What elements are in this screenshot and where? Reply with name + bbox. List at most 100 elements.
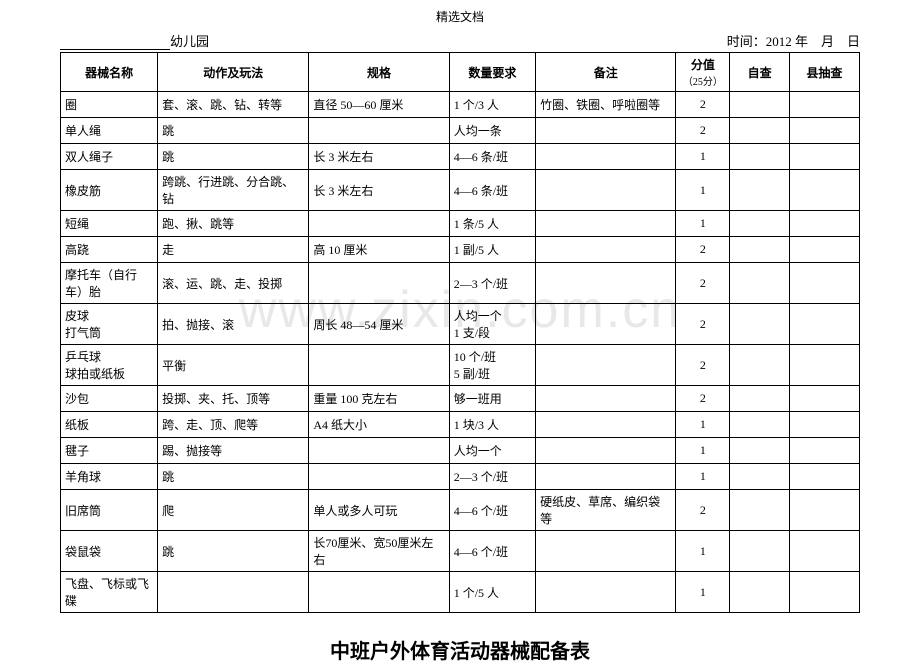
cell-score: 2 [676,118,730,144]
cell-note [536,412,676,438]
table-row: 袋鼠袋跳长70厘米、宽50厘米左右4—6 个/班1 [61,531,860,572]
cell-self [730,464,789,490]
date-label: 时间：2012 年 月 日 [727,31,860,50]
cell-county [789,263,859,304]
cell-note [536,345,676,386]
bottom-title: 中班户外体育活动器械配备表 [0,635,920,664]
cell-self [730,211,789,237]
cell-county [789,572,859,613]
cell-qty: 1 条/5 人 [449,211,535,237]
cell-spec: 重量 100 克左右 [309,386,449,412]
cell-note [536,237,676,263]
cell-self [730,118,789,144]
table-row: 皮球打气筒拍、抛接、滚周长 48—54 厘米人均一个1 支/段2 [61,304,860,345]
table-row: 高跷走高 10 厘米1 副/5 人2 [61,237,860,263]
cell-note [536,531,676,572]
cell-county [789,144,859,170]
cell-county [789,345,859,386]
cell-county [789,118,859,144]
cell-action: 跳 [158,144,309,170]
cell-spec [309,345,449,386]
cell-county [789,386,859,412]
cell-score: 2 [676,92,730,118]
cell-qty: 2—3 个/班 [449,464,535,490]
cell-name: 毽子 [61,438,158,464]
cell-self [730,237,789,263]
table-row: 单人绳跳人均一条2 [61,118,860,144]
cell-score: 2 [676,263,730,304]
header-spec: 规格 [309,53,449,92]
cell-action: 走 [158,237,309,263]
cell-name: 皮球打气筒 [61,304,158,345]
cell-score: 2 [676,386,730,412]
table-row: 毽子踢、抛接等 人均一个 1 [61,438,860,464]
cell-note: 竹圈、铁圈、呼啦圈等 [536,92,676,118]
cell-qty: 2—3 个/班 [449,263,535,304]
cell-qty: 人均一个 [449,438,535,464]
header-score: 分值 （25分） [676,53,730,92]
cell-spec: A4 纸大小 [309,412,449,438]
cell-qty: 4—6 条/班 [449,144,535,170]
cell-action: 跳 [158,118,309,144]
kindergarten-label: 幼儿园 [60,31,209,50]
cell-county [789,304,859,345]
cell-qty: 人均一个1 支/段 [449,304,535,345]
cell-name: 短绳 [61,211,158,237]
cell-spec: 长 3 米左右 [309,144,449,170]
cell-note [536,304,676,345]
cell-score: 1 [676,438,730,464]
header-county: 县抽查 [789,53,859,92]
cell-self [730,438,789,464]
cell-self [730,263,789,304]
cell-note [536,438,676,464]
subheader: 幼儿园 时间：2012 年 月 日 [0,31,920,50]
cell-note [536,386,676,412]
table-row: 短绳跑、揪、跳等1 条/5 人1 [61,211,860,237]
cell-note [536,263,676,304]
table-row: 乒乓球球拍或纸板平衡 10 个/班5 副/班 2 [61,345,860,386]
cell-score: 1 [676,464,730,490]
cell-note [536,144,676,170]
cell-score: 1 [676,412,730,438]
cell-name: 摩托车（自行车）胎 [61,263,158,304]
cell-action: 跑、揪、跳等 [158,211,309,237]
cell-county [789,170,859,211]
cell-qty: 10 个/班5 副/班 [449,345,535,386]
cell-spec [309,572,449,613]
equipment-table: 器械名称 动作及玩法 规格 数量要求 备注 分值 （25分） 自查 县抽查 圈套… [60,52,860,613]
cell-spec: 单人或多人可玩 [309,490,449,531]
table-row: 羊角球跳2—3 个/班1 [61,464,860,490]
cell-action: 平衡 [158,345,309,386]
cell-spec: 直径 50—60 厘米 [309,92,449,118]
cell-note [536,211,676,237]
cell-score: 2 [676,345,730,386]
cell-name: 沙包 [61,386,158,412]
cell-action: 踢、抛接等 [158,438,309,464]
table-row: 圈套、滚、跳、钻、转等直径 50—60 厘米1 个/3 人竹圈、铁圈、呼啦圈等2 [61,92,860,118]
header-note: 备注 [536,53,676,92]
cell-county [789,92,859,118]
cell-name: 飞盘、飞标或飞碟 [61,572,158,613]
table-row: 纸板跨、走、顶、爬等A4 纸大小1 块/3 人1 [61,412,860,438]
cell-qty: 1 块/3 人 [449,412,535,438]
cell-county [789,237,859,263]
cell-county [789,531,859,572]
cell-name: 乒乓球球拍或纸板 [61,345,158,386]
table-row: 沙包投掷、夹、托、顶等重量 100 克左右够一班用2 [61,386,860,412]
cell-qty: 1 个/3 人 [449,92,535,118]
page-top-label: 精选文档 [0,0,920,25]
cell-self [730,386,789,412]
cell-self [730,490,789,531]
table-header-row: 器械名称 动作及玩法 规格 数量要求 备注 分值 （25分） 自查 县抽查 [61,53,860,92]
cell-name: 纸板 [61,412,158,438]
cell-action: 爬 [158,490,309,531]
cell-action: 滚、运、跳、走、投掷 [158,263,309,304]
cell-spec [309,438,449,464]
cell-name: 羊角球 [61,464,158,490]
cell-qty: 够一班用 [449,386,535,412]
cell-score: 1 [676,531,730,572]
cell-name: 单人绳 [61,118,158,144]
cell-name: 橡皮筋 [61,170,158,211]
cell-note [536,118,676,144]
table-row: 橡皮筋跨跳、行进跳、分合跳、钻长 3 米左右4—6 条/班1 [61,170,860,211]
